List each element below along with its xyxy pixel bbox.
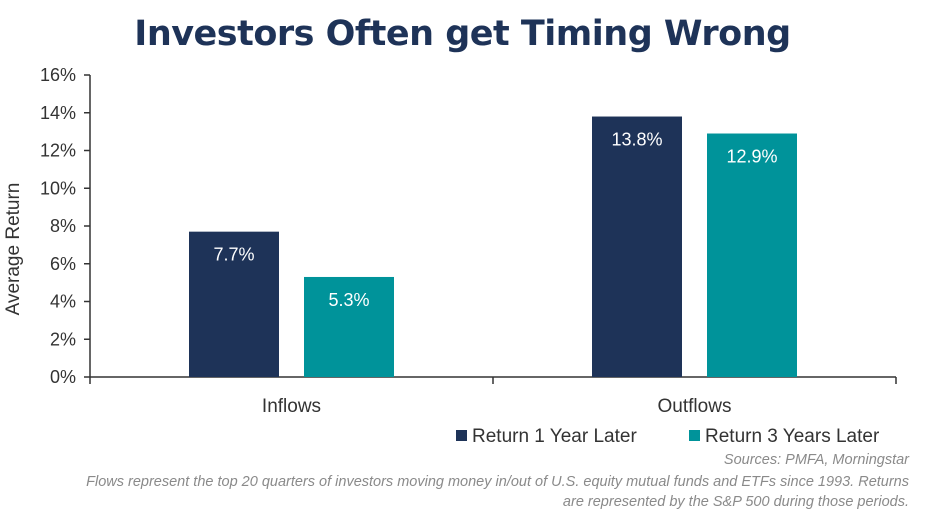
chart-title: Investors Often get Timing Wrong bbox=[134, 14, 791, 54]
sources-note: Sources: PMFA, Morningstar bbox=[723, 452, 909, 468]
legend-label: Return 3 Years Later bbox=[705, 426, 880, 447]
data-label: 7.7% bbox=[213, 245, 254, 265]
category-label: Outflows bbox=[658, 396, 732, 417]
y-tick-label: 10% bbox=[40, 178, 76, 198]
y-tick-label: 14% bbox=[40, 103, 76, 123]
data-label: 13.8% bbox=[611, 130, 662, 150]
y-axis-title: Average Return bbox=[3, 183, 24, 316]
bar bbox=[707, 133, 797, 377]
bar-chart: 0% 2% 4% 6% 8% 10% 12% 14% 16% Inflows Outflows 7… bbox=[3, 65, 897, 447]
bar bbox=[592, 116, 682, 378]
footnote: Flows represent the top 20 quarters of i… bbox=[9, 472, 909, 512]
footnote-line-2: are represented by the S&P 500 during th… bbox=[562, 494, 909, 510]
y-tick-label: 4% bbox=[50, 292, 76, 312]
y-tick-label: 12% bbox=[40, 141, 76, 161]
y-axis: 0% 2% 4% 6% 8% 10% 12% 14% 16% bbox=[40, 65, 91, 387]
x-axis: Inflows Outflows bbox=[89, 376, 897, 417]
y-tick-label: 0% bbox=[50, 367, 76, 387]
y-tick-label: 6% bbox=[50, 254, 76, 274]
y-tick-label: 2% bbox=[50, 329, 76, 349]
bar bbox=[189, 231, 279, 377]
bar bbox=[304, 276, 394, 377]
y-tick-label: 16% bbox=[40, 65, 76, 85]
legend-label: Return 1 Year Later bbox=[472, 426, 637, 447]
data-label: 12.9% bbox=[726, 147, 777, 167]
legend-swatch bbox=[689, 430, 700, 441]
footnote-line-1: Flows represent the top 20 quarters of i… bbox=[86, 474, 909, 490]
category-label: Inflows bbox=[262, 396, 321, 417]
legend: Return 1 Year Later Return 3 Years Later bbox=[456, 426, 880, 447]
bars: 7.7% 5.3% 13.8% 12.9% bbox=[189, 116, 797, 378]
data-label: 5.3% bbox=[328, 290, 369, 310]
y-tick-label: 8% bbox=[50, 216, 76, 236]
legend-swatch bbox=[456, 430, 467, 441]
